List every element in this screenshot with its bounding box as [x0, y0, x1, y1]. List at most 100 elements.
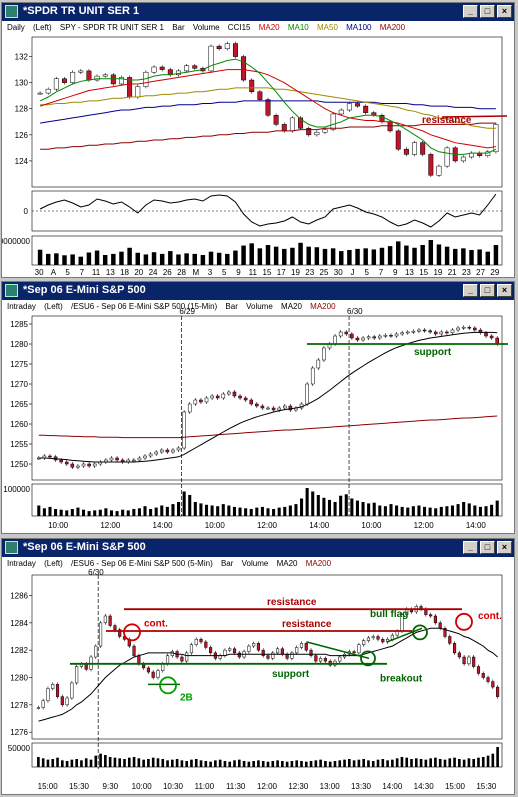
- volume-bar: [371, 249, 377, 265]
- volume-bar: [376, 759, 380, 767]
- volume-bar: [233, 760, 236, 767]
- price-bar: [227, 391, 231, 395]
- price-bar: [224, 43, 230, 49]
- price-bar: [281, 124, 287, 132]
- axis-side-label: (Left): [44, 302, 63, 311]
- volume-bar: [265, 245, 271, 265]
- price-bar: [395, 130, 401, 150]
- maximize-button[interactable]: □: [480, 541, 495, 554]
- close-button[interactable]: ×: [497, 284, 512, 297]
- ma20-line: [38, 331, 498, 463]
- volume-bar: [458, 759, 461, 767]
- volume-bar: [118, 758, 122, 767]
- price-bar: [295, 647, 299, 654]
- x-tick-label: 12:00: [100, 521, 121, 530]
- minimize-button[interactable]: _: [463, 5, 478, 18]
- price-bar: [400, 332, 404, 335]
- volume-bar: [406, 507, 410, 516]
- volume-bar: [216, 252, 222, 265]
- x-tick-label: 12:00: [414, 521, 435, 530]
- interval-label: Daily: [7, 23, 25, 32]
- volume-bar: [98, 509, 102, 516]
- volume-bar: [161, 759, 165, 767]
- window-titlebar[interactable]: *Sep 06 E-Mini S&P 500 _ □ ×: [2, 539, 514, 557]
- y-tick-label: 1284: [10, 619, 28, 628]
- x-tick-label: 15:00: [445, 782, 466, 791]
- x-tick-label: 20: [134, 268, 143, 277]
- price-bar: [450, 329, 455, 334]
- window-titlebar[interactable]: *Sep 06 E-Mini S&P 500 _ □ ×: [2, 282, 514, 300]
- volume-bar: [412, 247, 417, 265]
- volume-bar: [344, 494, 348, 516]
- volume-bar: [486, 755, 490, 767]
- volume-bar: [316, 495, 320, 516]
- date-marker-label: 6/30: [88, 568, 104, 577]
- volume-bar: [444, 246, 450, 265]
- volume-bar: [417, 505, 421, 516]
- volume-bar: [363, 248, 368, 265]
- y-tick-label: 126: [15, 131, 29, 140]
- x-tick-label: 14:00: [382, 782, 403, 791]
- volume-bar: [143, 254, 149, 265]
- close-button[interactable]: ×: [497, 541, 512, 554]
- volume-bar: [171, 759, 174, 767]
- volume-bar: [327, 499, 332, 516]
- price-bar: [223, 649, 227, 656]
- price-bar: [433, 615, 437, 624]
- volume-bar: [428, 507, 432, 516]
- es-15min-chart: 1250 1255 1260 1265 1270 1275 1280 1285 6/29 6/30…: [3, 307, 508, 530]
- resistance-trendline: [441, 115, 508, 118]
- volume-bar: [350, 498, 354, 516]
- price-bar: [322, 129, 328, 133]
- price-bar: [232, 648, 237, 654]
- x-tick-label: 9: [393, 268, 398, 277]
- x-tick-label: 25: [320, 268, 329, 277]
- volume-bar: [137, 758, 141, 767]
- volume-bar: [311, 491, 315, 516]
- price-bar: [280, 648, 284, 655]
- x-tick-label: 19: [291, 268, 300, 277]
- volume-bar: [46, 759, 50, 767]
- minimize-button[interactable]: _: [463, 541, 478, 554]
- price-bar: [94, 645, 98, 658]
- x-tick-label: 5: [222, 268, 227, 277]
- symbol-label: SPY - SPDR TR UNIT SER 1: [59, 23, 164, 32]
- volume-bar: [147, 759, 150, 767]
- minimize-button[interactable]: _: [463, 284, 478, 297]
- price-bar: [496, 686, 500, 697]
- volume-bar: [255, 507, 259, 516]
- spy-daily-chart: 124126128130132resistance020000000030A57…: [2, 36, 508, 277]
- window-titlebar[interactable]: *SPDR TR UNIT SER 1 _ □ ×: [2, 3, 514, 21]
- volume-bar: [204, 761, 208, 767]
- volume-bar: [149, 509, 153, 516]
- x-tick-label: 14:00: [153, 521, 174, 530]
- maximize-button[interactable]: □: [480, 5, 495, 18]
- volume-bar: [86, 252, 92, 265]
- y-tick-label: 1280: [10, 340, 28, 349]
- volume-bar: [333, 761, 337, 767]
- x-tick-label: 15:30: [69, 782, 90, 791]
- volume-bar: [314, 247, 320, 265]
- price-bar: [277, 407, 281, 411]
- price-bar: [252, 643, 256, 647]
- price-bar: [316, 359, 321, 369]
- price-bar: [143, 455, 147, 459]
- price-bar: [378, 335, 382, 339]
- price-bar: [86, 70, 92, 81]
- close-button[interactable]: ×: [497, 5, 512, 18]
- price-bar: [70, 71, 76, 83]
- y-tick-label: 132: [15, 53, 29, 62]
- x-tick-label: 15:30: [476, 782, 497, 791]
- maximize-button[interactable]: □: [480, 284, 495, 297]
- volume-bar: [419, 759, 423, 767]
- chart-window-icon: [5, 541, 18, 554]
- interval-label: Intraday: [7, 559, 36, 568]
- x-tick-label: 11: [249, 268, 258, 277]
- price-bar: [185, 652, 189, 662]
- volume-bar: [396, 241, 401, 265]
- volume-bar: [438, 759, 442, 767]
- volume-bar: [428, 240, 434, 265]
- volume-bar: [436, 244, 442, 265]
- volume-bar: [227, 505, 231, 516]
- price-bar: [299, 643, 304, 648]
